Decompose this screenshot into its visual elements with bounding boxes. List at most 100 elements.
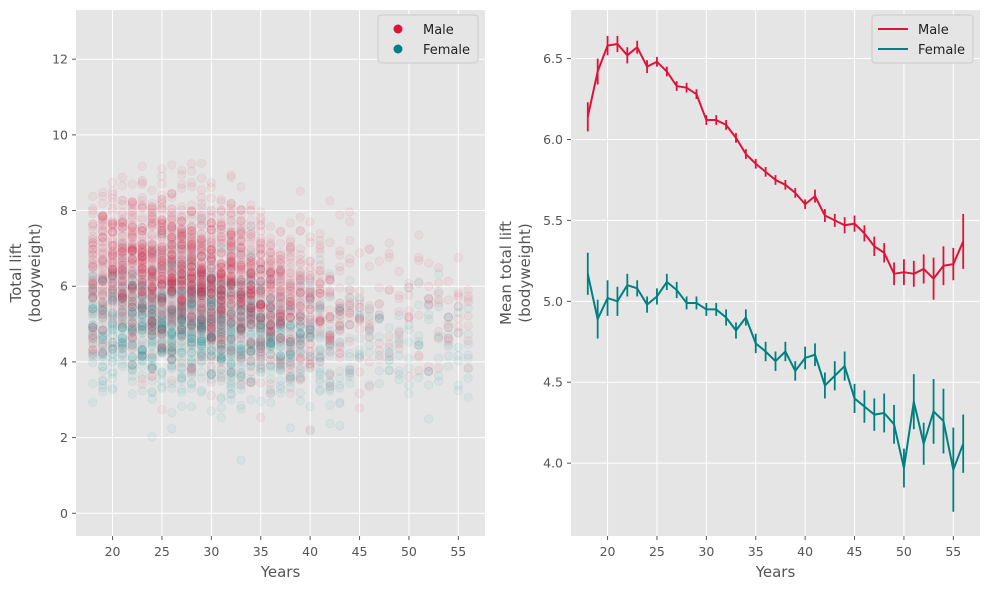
mean-line-y-tick-label: 4.0: [543, 456, 563, 471]
female-scatter-point: [177, 319, 187, 330]
male-scatter-point: [108, 241, 118, 251]
male-scatter-point: [127, 199, 137, 209]
female-scatter-point: [177, 384, 187, 394]
female-scatter-point: [88, 268, 98, 278]
female-scatter-point: [187, 285, 197, 295]
male-scatter-point: [157, 228, 167, 239]
male-scatter-point: [137, 213, 147, 223]
female-scatter-point: [177, 329, 187, 339]
male-scatter-point: [137, 161, 147, 171]
female-scatter-point: [98, 258, 108, 268]
male-scatter-point: [167, 265, 177, 275]
female-scatter-point: [157, 319, 167, 329]
female-scatter-point: [147, 356, 157, 366]
female-scatter-point: [414, 300, 424, 310]
male-scatter-point: [196, 185, 207, 195]
male-scatter-point: [216, 195, 226, 205]
female-scatter-point: [177, 314, 187, 325]
female-scatter-point: [167, 354, 177, 364]
female-scatter-point: [167, 327, 177, 337]
female-scatter-point: [108, 340, 118, 350]
female-scatter-point: [167, 329, 177, 339]
male-scatter-point: [147, 348, 157, 359]
female-scatter-point: [108, 348, 118, 359]
male-scatter-point: [325, 320, 335, 330]
female-scatter-point: [98, 339, 108, 349]
female-scatter-point: [157, 376, 167, 386]
female-scatter-point: [127, 302, 137, 312]
female-scatter-point: [147, 318, 157, 329]
male-scatter-point: [88, 285, 98, 295]
female-scatter-point: [187, 257, 197, 267]
male-scatter-point: [315, 312, 325, 322]
female-scatter-point: [137, 370, 147, 380]
male-scatter-point: [246, 268, 256, 278]
female-scatter-point: [117, 337, 128, 347]
female-scatter-point: [167, 267, 177, 278]
female-scatter-point: [206, 406, 216, 416]
female-scatter-point: [157, 341, 167, 351]
male-scatter-point: [275, 265, 286, 275]
male-scatter-point: [206, 267, 216, 277]
female-scatter-point: [147, 291, 157, 301]
female-scatter-point: [137, 325, 147, 335]
female-scatter-point: [108, 288, 118, 298]
female-scatter-point: [167, 348, 177, 358]
female-scatter-point: [147, 322, 157, 332]
male-scatter-point: [206, 285, 216, 295]
female-scatter-point: [157, 230, 167, 240]
female-scatter-point: [335, 421, 345, 431]
female-scatter-point: [384, 365, 394, 376]
female-scatter-point: [117, 293, 128, 303]
female-scatter-point: [246, 395, 256, 405]
male-scatter-point: [424, 281, 434, 291]
female-scatter-point: [137, 345, 147, 355]
female-scatter-point: [108, 285, 118, 295]
female-scatter-point: [177, 302, 187, 312]
female-scatter-point: [98, 375, 108, 385]
female-scatter-point: [98, 302, 108, 312]
female-scatter-point: [167, 261, 177, 271]
female-scatter-point: [137, 355, 147, 366]
female-scatter-point: [127, 324, 137, 335]
female-scatter-point: [187, 379, 197, 389]
female-scatter-point: [108, 296, 118, 306]
male-scatter-point: [275, 294, 286, 304]
female-scatter-point: [177, 376, 187, 386]
female-scatter-point: [157, 369, 167, 380]
male-scatter-point: [88, 262, 98, 272]
male-scatter-point: [256, 267, 266, 277]
scatter-y-axis-label-line1: Total lift: [7, 243, 25, 303]
female-scatter-point: [157, 265, 167, 275]
female-scatter-point: [295, 388, 305, 398]
female-scatter-point: [177, 374, 187, 384]
female-scatter-point: [196, 387, 207, 397]
male-scatter-point: [226, 278, 236, 289]
female-scatter-point: [157, 367, 167, 377]
male-scatter-point: [137, 351, 147, 361]
male-scatter-point: [364, 305, 374, 315]
male-scatter-point: [285, 243, 295, 253]
female-scatter-point: [108, 311, 118, 321]
female-scatter-point: [177, 273, 187, 283]
female-scatter-point: [157, 295, 167, 305]
female-scatter-point: [167, 277, 177, 288]
female-scatter-point: [285, 423, 295, 433]
male-scatter-point: [127, 255, 137, 266]
female-scatter-point: [216, 412, 226, 423]
female-scatter-point: [137, 291, 147, 301]
female-scatter-point: [177, 325, 187, 335]
female-scatter-point: [187, 332, 197, 343]
male-scatter-point: [275, 357, 286, 367]
female-scatter-point: [147, 363, 157, 373]
male-scatter-point: [216, 224, 226, 235]
female-scatter-point: [147, 310, 157, 320]
female-scatter-point: [108, 292, 118, 302]
female-scatter-point: [108, 297, 118, 308]
female-scatter-point: [157, 345, 167, 355]
female-scatter-point: [177, 277, 187, 287]
female-scatter-point: [167, 342, 177, 352]
female-scatter-point: [137, 310, 147, 320]
female-scatter-point: [147, 304, 157, 315]
male-scatter-point: [246, 200, 256, 210]
